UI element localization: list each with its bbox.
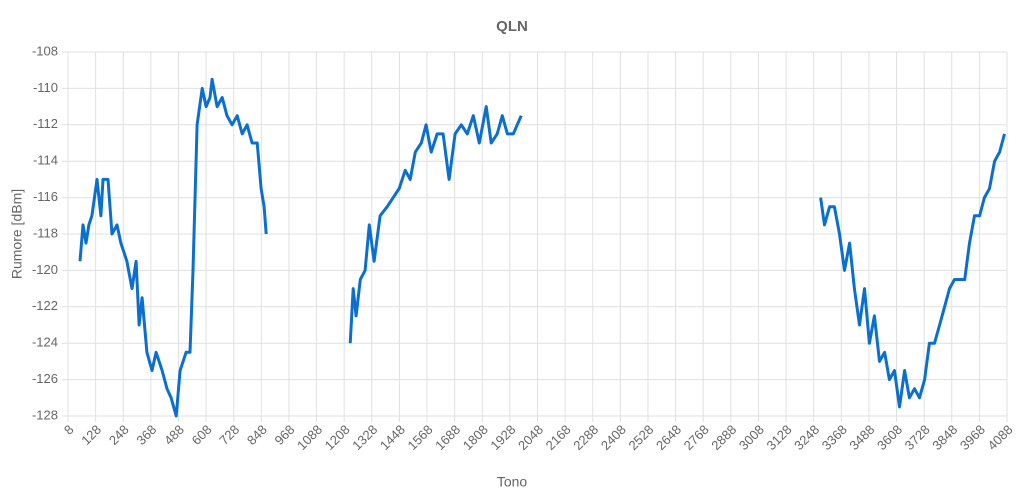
x-tick-label: 3608: [874, 422, 905, 453]
x-tick-label: 848: [244, 422, 270, 448]
x-tick-label: 128: [78, 422, 104, 448]
x-tick-label: 728: [216, 422, 242, 448]
data-line: [78, 77, 1006, 418]
x-tick-label: 4088: [984, 422, 1015, 453]
x-tick-label: 1328: [349, 422, 380, 453]
y-tick-label: -118: [33, 225, 58, 240]
x-tick-label: 2768: [681, 422, 712, 453]
chart-title: QLN: [496, 18, 528, 35]
x-tick-label: 488: [161, 422, 187, 448]
x-tick-label: 8: [61, 422, 77, 438]
x-tick-label: 1928: [487, 422, 518, 453]
x-tick-label: 2048: [515, 422, 546, 453]
x-tick-label: 3968: [957, 422, 988, 453]
x-tick-label: 1568: [405, 422, 436, 453]
x-tick-label: 2168: [543, 422, 574, 453]
y-tick-label: -116: [33, 189, 58, 204]
y-tick-label: -124: [32, 335, 58, 350]
y-tick-label: -110: [33, 80, 58, 95]
x-tick-label: 2288: [570, 422, 601, 453]
x-tick-label: 2888: [708, 422, 739, 453]
y-axis-title: Rumore [dBm]: [9, 189, 25, 279]
x-tick-label: 968: [272, 422, 298, 448]
x-tick-label: 608: [189, 422, 215, 448]
y-tick-label: -128: [32, 407, 58, 422]
x-axis-title: Tono: [497, 474, 528, 490]
y-tick-label: -122: [32, 298, 58, 313]
x-tick-label: 3848: [929, 422, 960, 453]
x-tick-label: 1688: [432, 422, 463, 453]
y-tick-label: -112: [33, 116, 58, 131]
y-tick-label: -120: [32, 262, 58, 277]
x-tick-label: 3008: [736, 422, 767, 453]
x-tick-label: 3488: [846, 422, 877, 453]
x-tick-label: 2408: [598, 422, 629, 453]
x-tick-label: 248: [106, 422, 132, 448]
x-tick-label: 2528: [625, 422, 656, 453]
x-tick-label: 2648: [653, 422, 684, 453]
y-tick-label: -126: [32, 371, 58, 386]
y-tick-label: -114: [33, 153, 58, 168]
x-tick-label: 3248: [791, 422, 822, 453]
x-tick-label: 1208: [322, 422, 353, 453]
x-tick-label: 3128: [764, 422, 795, 453]
x-tick-label: 3728: [902, 422, 933, 453]
x-tick-label: 368: [133, 422, 159, 448]
x-tick-label: 1808: [460, 422, 491, 453]
x-tick-label: 1448: [377, 422, 408, 453]
x-tick-label: 1088: [294, 422, 325, 453]
x-tick-label: 3368: [819, 422, 850, 453]
y-tick-label: -108: [32, 43, 58, 58]
